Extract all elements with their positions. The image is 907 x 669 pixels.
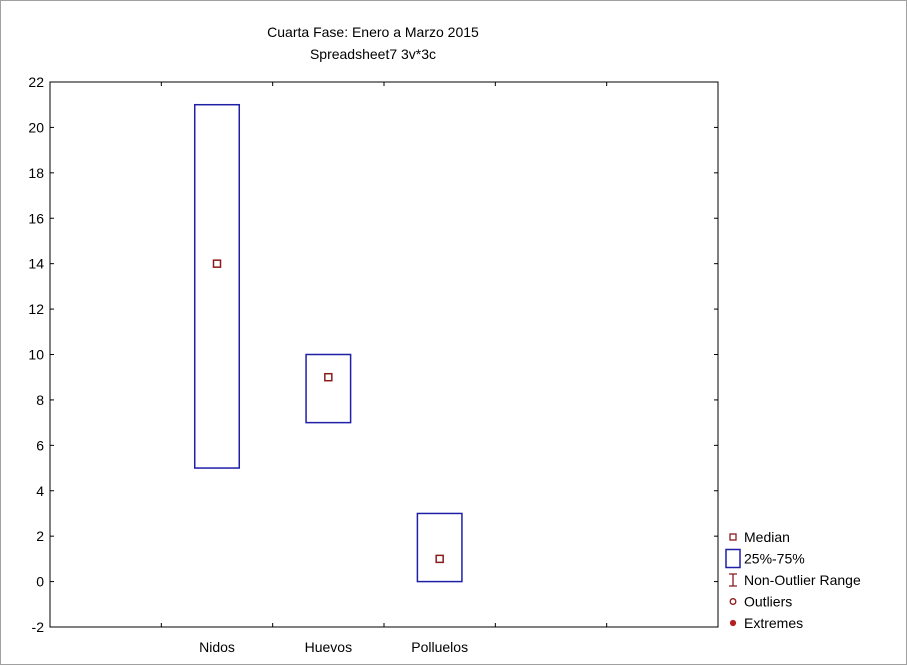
- x-tick-label: Nidos: [199, 639, 235, 655]
- legend-box-symbol: [725, 548, 741, 569]
- y-axis: -2 0 2 4 6 8 10 12 14 16 18 20 22: [28, 74, 718, 635]
- box-huevos: [305, 353, 352, 424]
- y-tick-label: 14: [28, 256, 44, 272]
- legend-outlier-symbol: [729, 598, 737, 605]
- legend-extreme-symbol: [729, 619, 737, 627]
- chart-subtitle: Spreadsheet7 3v*3c: [310, 46, 436, 62]
- legend-whisker-symbol: [729, 573, 737, 587]
- legend-label: Extremes: [744, 615, 803, 631]
- y-tick-label: 16: [28, 210, 44, 226]
- legend-label: Outliers: [744, 594, 792, 610]
- median-marker-nidos: [212, 259, 222, 268]
- y-tick-label: -2: [32, 619, 45, 635]
- legend: Median 25%-75% Non-Outlier Range Outliers Ex…: [725, 529, 861, 631]
- y-tick-label: 22: [28, 74, 44, 90]
- y-tick-label: 4: [36, 483, 44, 499]
- y-tick-label: 12: [28, 301, 44, 317]
- legend-median-symbol: [729, 533, 737, 541]
- legend-label: Median: [744, 529, 790, 545]
- median-marker-polluelos: [435, 554, 444, 564]
- box-nidos: [193, 103, 241, 469]
- boxes: [193, 103, 463, 583]
- y-tick-label: 20: [28, 119, 44, 135]
- legend-label: 25%-75%: [744, 551, 805, 567]
- legend-label: Non-Outlier Range: [744, 572, 861, 588]
- plot-area: [49, 81, 719, 628]
- x-axis: Nidos Huevos Polluelos: [160, 82, 608, 655]
- y-tick-label: 6: [36, 437, 44, 453]
- y-tick-label: 0: [36, 574, 44, 590]
- x-tick-label: Huevos: [305, 639, 352, 655]
- y-tick-label: 8: [36, 392, 44, 408]
- y-tick-label: 18: [28, 165, 44, 181]
- median-marker-huevos: [324, 372, 333, 382]
- chart-title: Cuarta Fase: Enero a Marzo 2015: [267, 24, 479, 40]
- y-tick-label: 10: [28, 347, 44, 363]
- x-tick-label: Polluelos: [411, 639, 468, 655]
- y-tick-label: 2: [36, 528, 44, 544]
- box-polluelos: [416, 512, 463, 583]
